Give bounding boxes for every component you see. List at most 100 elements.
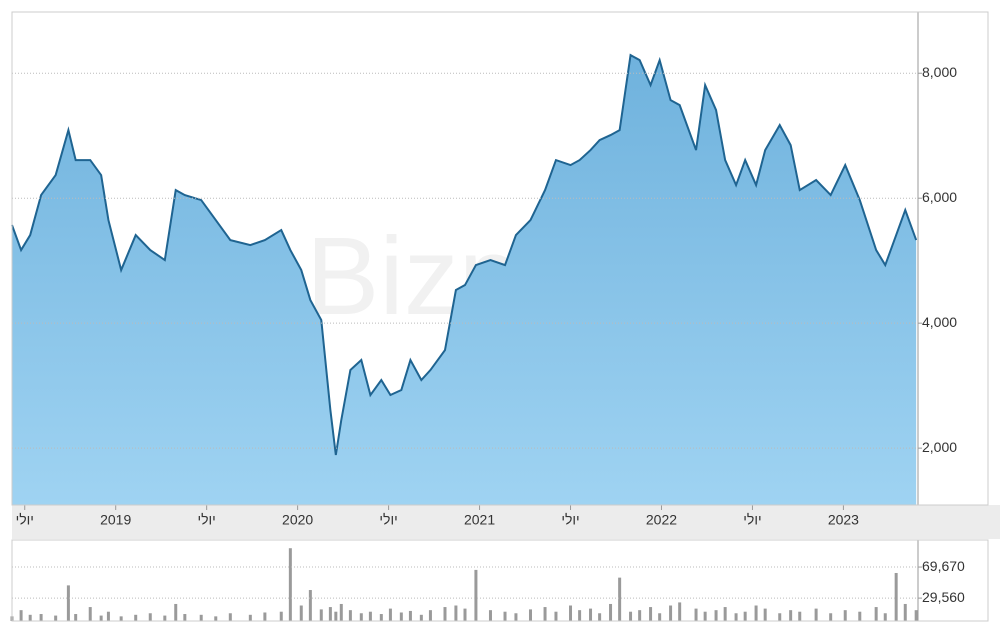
x-tick-label: 2021	[464, 512, 495, 528]
volume-bar	[454, 605, 458, 621]
x-tick-label: 2019	[100, 512, 131, 528]
volume-bar	[263, 612, 267, 621]
volume-bar	[814, 608, 818, 621]
x-tick-label: 2022	[646, 512, 677, 528]
x-tick-label: יולי	[197, 512, 215, 528]
volume-bar	[199, 614, 203, 621]
x-tick-label: יולי	[16, 512, 34, 528]
volume-bar	[443, 607, 447, 621]
volume-bar	[74, 614, 78, 621]
volume-bar	[148, 613, 152, 621]
volume-bar	[543, 607, 547, 621]
y-tick-label: 2,000	[922, 439, 957, 455]
volume-bar	[248, 614, 252, 621]
volume-bar	[388, 608, 392, 621]
volume-bar	[99, 615, 103, 621]
volume-bar	[703, 611, 707, 621]
volume-bar	[514, 613, 518, 621]
volume-bar	[106, 611, 110, 621]
y-tick-label: 69,670	[922, 558, 965, 574]
volume-bar	[829, 613, 833, 621]
volume-bar	[903, 603, 907, 621]
volume-bar	[658, 613, 662, 621]
volume-bar	[379, 614, 383, 621]
volume-bar	[19, 610, 23, 621]
volume-bar	[334, 611, 338, 621]
volume-bar	[754, 605, 758, 621]
volume-bar	[669, 605, 673, 621]
volume-bar	[763, 608, 767, 621]
volume-bar	[368, 611, 372, 621]
volume-bar	[694, 608, 698, 621]
volume-bar	[134, 614, 138, 621]
volume-bar	[359, 613, 363, 621]
volume-bar	[618, 577, 622, 621]
panel-border	[11, 11, 989, 506]
volume-bar	[554, 611, 558, 621]
volume-bar	[528, 609, 532, 621]
volume-bar	[743, 611, 747, 621]
volume-bar	[474, 569, 478, 621]
volume-bar	[914, 610, 918, 621]
volume-bar	[734, 613, 738, 621]
volume-bar	[39, 614, 43, 621]
volume-bar	[569, 605, 573, 621]
volume-bar	[419, 614, 423, 621]
volume-bar	[488, 610, 492, 621]
volume-bar	[578, 610, 582, 621]
volume-bar	[858, 611, 862, 621]
volume-bar	[789, 610, 793, 621]
volume-bar	[408, 610, 412, 621]
volume-bar	[399, 612, 403, 621]
volume-bar	[183, 614, 187, 621]
panel-border	[11, 539, 989, 622]
volume-bar	[88, 607, 92, 621]
volume-bar	[328, 607, 332, 621]
volume-bar	[874, 607, 878, 621]
price-line	[11, 53, 918, 456]
volume-bar	[778, 613, 782, 621]
x-tick-label: יולי	[561, 512, 579, 528]
x-tick-label: 2023	[828, 512, 859, 528]
x-tick-label: יולי	[379, 512, 397, 528]
volume-bar	[723, 607, 727, 621]
area-fill	[12, 55, 917, 505]
volume-bar	[629, 611, 633, 621]
y-tick-label: 4,000	[922, 314, 957, 330]
volume-bar	[463, 608, 467, 621]
volume-bar	[339, 603, 343, 621]
volume-bar	[503, 611, 507, 621]
volume-bar	[609, 603, 613, 621]
x-tick-label: 2020	[282, 512, 313, 528]
y-tick-label: 8,000	[922, 64, 957, 80]
volume-bar	[174, 603, 178, 621]
volume-bar	[319, 609, 323, 621]
volume-bar	[66, 585, 70, 621]
volume-bar	[348, 610, 352, 621]
volume-bar	[714, 610, 718, 621]
volume-bar	[589, 608, 593, 621]
volume-bar	[228, 613, 232, 621]
volume-bar	[54, 615, 58, 621]
x-tick-label: יולי	[743, 512, 761, 528]
volume-bar	[428, 610, 432, 621]
volume-bar	[894, 572, 898, 621]
volume-bar	[288, 548, 292, 621]
volume-bar	[308, 590, 312, 621]
y-tick-label: 6,000	[922, 189, 957, 205]
volume-bar	[163, 615, 167, 621]
volume-bar	[638, 610, 642, 621]
volume-bar	[649, 607, 653, 621]
x-axis-band	[12, 505, 1000, 539]
volume-bar	[119, 616, 123, 621]
volume-bar	[214, 616, 218, 621]
y-tick-label: 29,560	[922, 589, 965, 605]
volume-bar	[798, 611, 802, 621]
volume-bar	[299, 605, 303, 621]
volume-bar	[678, 602, 682, 621]
volume-bar	[279, 611, 283, 621]
volume-bar	[28, 614, 32, 621]
volume-bar	[883, 613, 887, 621]
volume-bar	[598, 613, 602, 621]
